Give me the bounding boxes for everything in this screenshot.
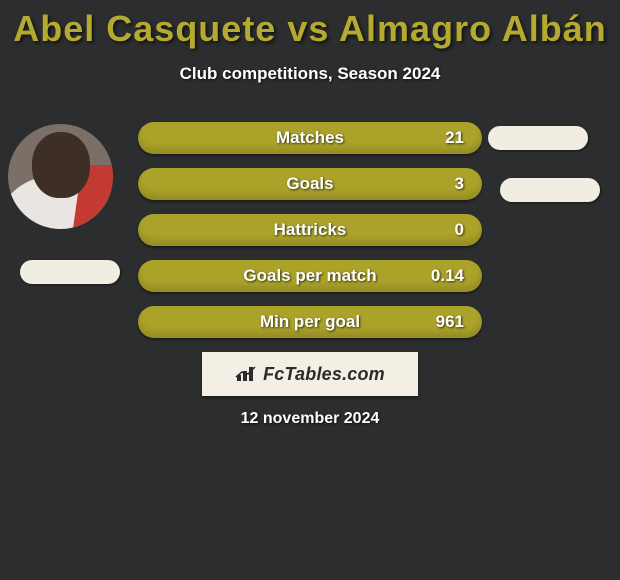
page-subtitle: Club competitions, Season 2024 — [0, 64, 620, 84]
page-title: Abel Casquete vs Almagro Albán — [0, 0, 620, 50]
stat-bar-hattricks: Hattricks 0 — [138, 214, 482, 246]
player-left-name-pill — [20, 260, 120, 284]
bar-chart-icon — [235, 365, 259, 383]
player-right-name-pill-2 — [500, 178, 600, 202]
stat-value: 961 — [436, 312, 464, 332]
stat-value: 3 — [455, 174, 464, 194]
stat-label: Matches — [138, 128, 482, 148]
date-line: 12 november 2024 — [0, 410, 620, 428]
stat-bar-matches: Matches 21 — [138, 122, 482, 154]
brand-text: FcTables.com — [263, 364, 385, 385]
stat-bar-min-per-goal: Min per goal 961 — [138, 306, 482, 338]
stat-label: Goals — [138, 174, 482, 194]
brand-box: FcTables.com — [202, 352, 418, 396]
player-right-name-pill-1 — [488, 126, 588, 150]
stat-label: Hattricks — [138, 220, 482, 240]
stat-bar-goals-per-match: Goals per match 0.14 — [138, 260, 482, 292]
stat-label: Min per goal — [138, 312, 482, 332]
stat-value: 0 — [455, 220, 464, 240]
stat-value: 21 — [445, 128, 464, 148]
stat-bar-goals: Goals 3 — [138, 168, 482, 200]
stat-value: 0.14 — [431, 266, 464, 286]
stat-bars: Matches 21 Goals 3 Hattricks 0 Goals per… — [138, 122, 482, 352]
avatar-head — [32, 132, 90, 198]
player-left-avatar — [8, 124, 113, 229]
